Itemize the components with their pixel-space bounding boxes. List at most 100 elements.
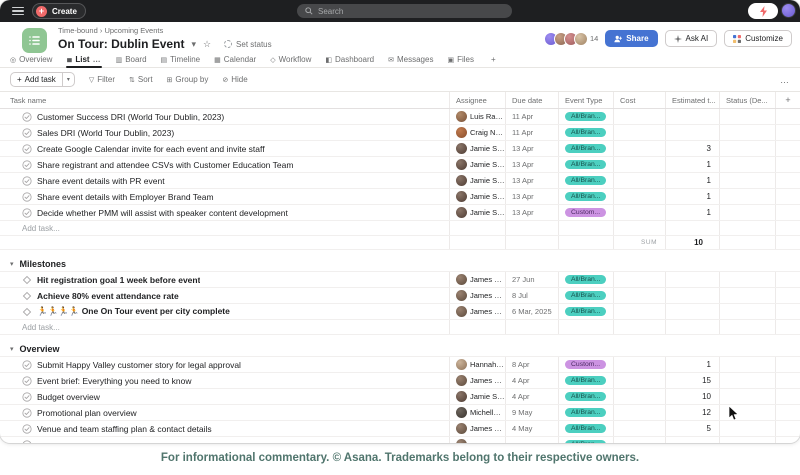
due-date-cell[interactable]: 13 Apr bbox=[506, 173, 559, 188]
event-type-cell[interactable]: All/Bran... bbox=[559, 157, 614, 172]
due-date-cell[interactable]: 13 Apr bbox=[506, 205, 559, 220]
add-task-cell[interactable]: Add task... bbox=[0, 221, 450, 235]
create-button[interactable]: + Create bbox=[32, 3, 86, 19]
estimated-time-cell[interactable] bbox=[666, 272, 720, 287]
due-date-cell[interactable] bbox=[506, 437, 559, 443]
chevron-down-icon[interactable]: ▾ bbox=[191, 38, 196, 49]
event-type-badge[interactable]: All/Bran... bbox=[565, 424, 607, 433]
task-check-icon[interactable] bbox=[22, 191, 32, 202]
task-title[interactable]: Venue and team staffing plan & contact d… bbox=[37, 423, 212, 434]
event-type-cell[interactable]: All/Bran... bbox=[559, 272, 614, 287]
tab-[interactable]: + bbox=[488, 55, 496, 67]
task-title[interactable]: Submit Happy Valley customer story for l… bbox=[37, 359, 241, 370]
breadcrumb[interactable]: Time-bound › Upcoming Events bbox=[58, 26, 272, 35]
task-name-cell[interactable]: Hit registration goal 1 week before even… bbox=[0, 272, 450, 287]
task-row[interactable]: Event brief: Everything you need to know… bbox=[0, 373, 800, 389]
task-title[interactable]: Decide whether PMM will assist with spea… bbox=[37, 207, 288, 218]
task-title[interactable]: Create Google Calendar invite for each e… bbox=[37, 143, 265, 154]
column-header-task[interactable]: Task name bbox=[0, 92, 450, 108]
estimated-time-cell[interactable] bbox=[666, 109, 720, 124]
event-type-cell[interactable]: All/Bran... bbox=[559, 405, 614, 420]
task-name-cell[interactable]: Decide whether PMM will assist with spea… bbox=[0, 205, 450, 220]
assignee-cell[interactable] bbox=[450, 437, 506, 443]
task-check-icon[interactable] bbox=[22, 391, 32, 402]
search-bar[interactable]: Search bbox=[297, 4, 512, 18]
event-type-badge[interactable]: All/Bran... bbox=[565, 275, 607, 284]
task-title[interactable]: Promotional plan overview bbox=[37, 407, 137, 418]
task-check-icon[interactable] bbox=[22, 175, 32, 186]
event-type-cell[interactable]: Custom... bbox=[559, 205, 614, 220]
due-date-cell[interactable]: 8 Jul bbox=[506, 288, 559, 303]
estimated-time-cell[interactable] bbox=[666, 304, 720, 319]
assignee-cell[interactable]: Jamie Stapl... bbox=[450, 389, 506, 404]
assignee-cell[interactable]: Jamie Stapl... bbox=[450, 189, 506, 204]
task-name-cell[interactable]: Customer Success DRI (World Tour Dublin,… bbox=[0, 109, 450, 124]
task-name-cell[interactable]: Submit Happy Valley customer story for l… bbox=[0, 357, 450, 372]
event-type-cell[interactable]: All/Bran... bbox=[559, 125, 614, 140]
event-type-badge[interactable]: All/Bran... bbox=[565, 128, 607, 137]
task-row[interactable]: Budget overview Jamie Stapl... 4 Apr All/Br… bbox=[0, 389, 800, 405]
event-type-badge[interactable]: All/Bran... bbox=[565, 440, 607, 443]
task-name-cell[interactable]: Promotional plan overview bbox=[0, 405, 450, 420]
assignee-cell[interactable]: James Chen bbox=[450, 421, 506, 436]
event-type-cell[interactable]: All/Bran... bbox=[559, 288, 614, 303]
task-row[interactable]: All/Bran... bbox=[0, 437, 800, 443]
milestone-diamond-icon[interactable] bbox=[22, 291, 32, 301]
task-row[interactable]: Submit Happy Valley customer story for l… bbox=[0, 357, 800, 373]
member-avatars[interactable]: 14 bbox=[543, 31, 598, 46]
due-date-cell[interactable]: 13 Apr bbox=[506, 189, 559, 204]
set-status-button[interactable]: Set status bbox=[224, 40, 272, 49]
add-task-cell[interactable]: Add task... bbox=[0, 320, 450, 334]
estimated-time-cell[interactable] bbox=[666, 125, 720, 140]
assignee-cell[interactable]: James Chen bbox=[450, 272, 506, 287]
event-type-cell[interactable]: All/Bran... bbox=[559, 304, 614, 319]
assignee-cell[interactable]: James Chen bbox=[450, 373, 506, 388]
event-type-cell[interactable]: All/Bran... bbox=[559, 173, 614, 188]
tab-timeline[interactable]: ▤ Timeline bbox=[161, 55, 201, 67]
due-date-cell[interactable]: 6 Mar, 2025 bbox=[506, 304, 559, 319]
task-row[interactable]: Promotional plan overview Michelle We... 9… bbox=[0, 405, 800, 421]
estimated-time-cell[interactable]: 5 bbox=[666, 421, 720, 436]
add-task-inline-label[interactable]: Add task... bbox=[22, 223, 60, 233]
event-type-badge[interactable]: All/Bran... bbox=[565, 144, 607, 153]
task-title[interactable]: Sales DRI (World Tour Dublin, 2023) bbox=[37, 127, 175, 138]
add-task-row[interactable]: Add task... bbox=[0, 320, 800, 335]
hamburger-icon[interactable] bbox=[12, 6, 24, 16]
task-name-cell[interactable]: Sales DRI (World Tour Dublin, 2023) bbox=[0, 125, 450, 140]
tab-overview[interactable]: ◎ Overview bbox=[10, 55, 52, 67]
breadcrumb-team[interactable]: Time-bound bbox=[58, 26, 98, 35]
event-type-cell[interactable]: All/Bran... bbox=[559, 373, 614, 388]
event-type-badge[interactable]: All/Bran... bbox=[565, 408, 607, 417]
task-title[interactable]: Share event details with Employer Brand … bbox=[37, 191, 214, 202]
sort-button[interactable]: ⇅ Sort bbox=[129, 75, 153, 84]
add-task-dropdown[interactable]: ▾ bbox=[61, 73, 74, 86]
event-type-badge[interactable]: Custom... bbox=[565, 208, 607, 217]
due-date-cell[interactable]: 4 May bbox=[506, 421, 559, 436]
event-type-badge[interactable]: All/Bran... bbox=[565, 160, 607, 169]
task-check-icon[interactable] bbox=[22, 359, 32, 370]
assignee-cell[interactable]: Jamie Stapl... bbox=[450, 157, 506, 172]
event-type-cell[interactable]: All/Bran... bbox=[559, 109, 614, 124]
estimated-time-cell[interactable]: 1 bbox=[666, 189, 720, 204]
assignee-cell[interactable]: Jamie Stapl... bbox=[450, 173, 506, 188]
estimated-time-cell[interactable]: 1 bbox=[666, 357, 720, 372]
event-type-badge[interactable]: All/Bran... bbox=[565, 307, 607, 316]
event-type-badge[interactable]: All/Bran... bbox=[565, 392, 607, 401]
due-date-cell[interactable]: 9 May bbox=[506, 405, 559, 420]
task-name-cell[interactable]: Create Google Calendar invite for each e… bbox=[0, 141, 450, 156]
due-date-cell[interactable]: 4 Apr bbox=[506, 389, 559, 404]
section-row-overview[interactable]: ▾ Overview bbox=[0, 341, 800, 357]
section-row-milestones[interactable]: ▾ Milestones bbox=[0, 256, 800, 272]
due-date-cell[interactable]: 8 Apr bbox=[506, 357, 559, 372]
tab-calendar[interactable]: ▦ Calendar bbox=[214, 55, 256, 67]
tab-list[interactable]: ≣ List… bbox=[66, 55, 102, 68]
event-type-cell[interactable]: All/Bran... bbox=[559, 421, 614, 436]
tab-dashboard[interactable]: ◧ Dashboard bbox=[325, 55, 374, 67]
event-type-badge[interactable]: All/Bran... bbox=[565, 112, 607, 121]
task-name-cell[interactable]: Event brief: Everything you need to know bbox=[0, 373, 450, 388]
task-row[interactable]: Achieve 80% event attendance rate James C… bbox=[0, 288, 800, 304]
task-title[interactable]: 🏃🏃🏃🏃 One On Tour event per city complete bbox=[37, 306, 230, 316]
customize-button[interactable]: Customize bbox=[724, 30, 792, 47]
milestone-diamond-icon[interactable] bbox=[22, 307, 32, 317]
task-check-icon[interactable] bbox=[22, 127, 32, 138]
